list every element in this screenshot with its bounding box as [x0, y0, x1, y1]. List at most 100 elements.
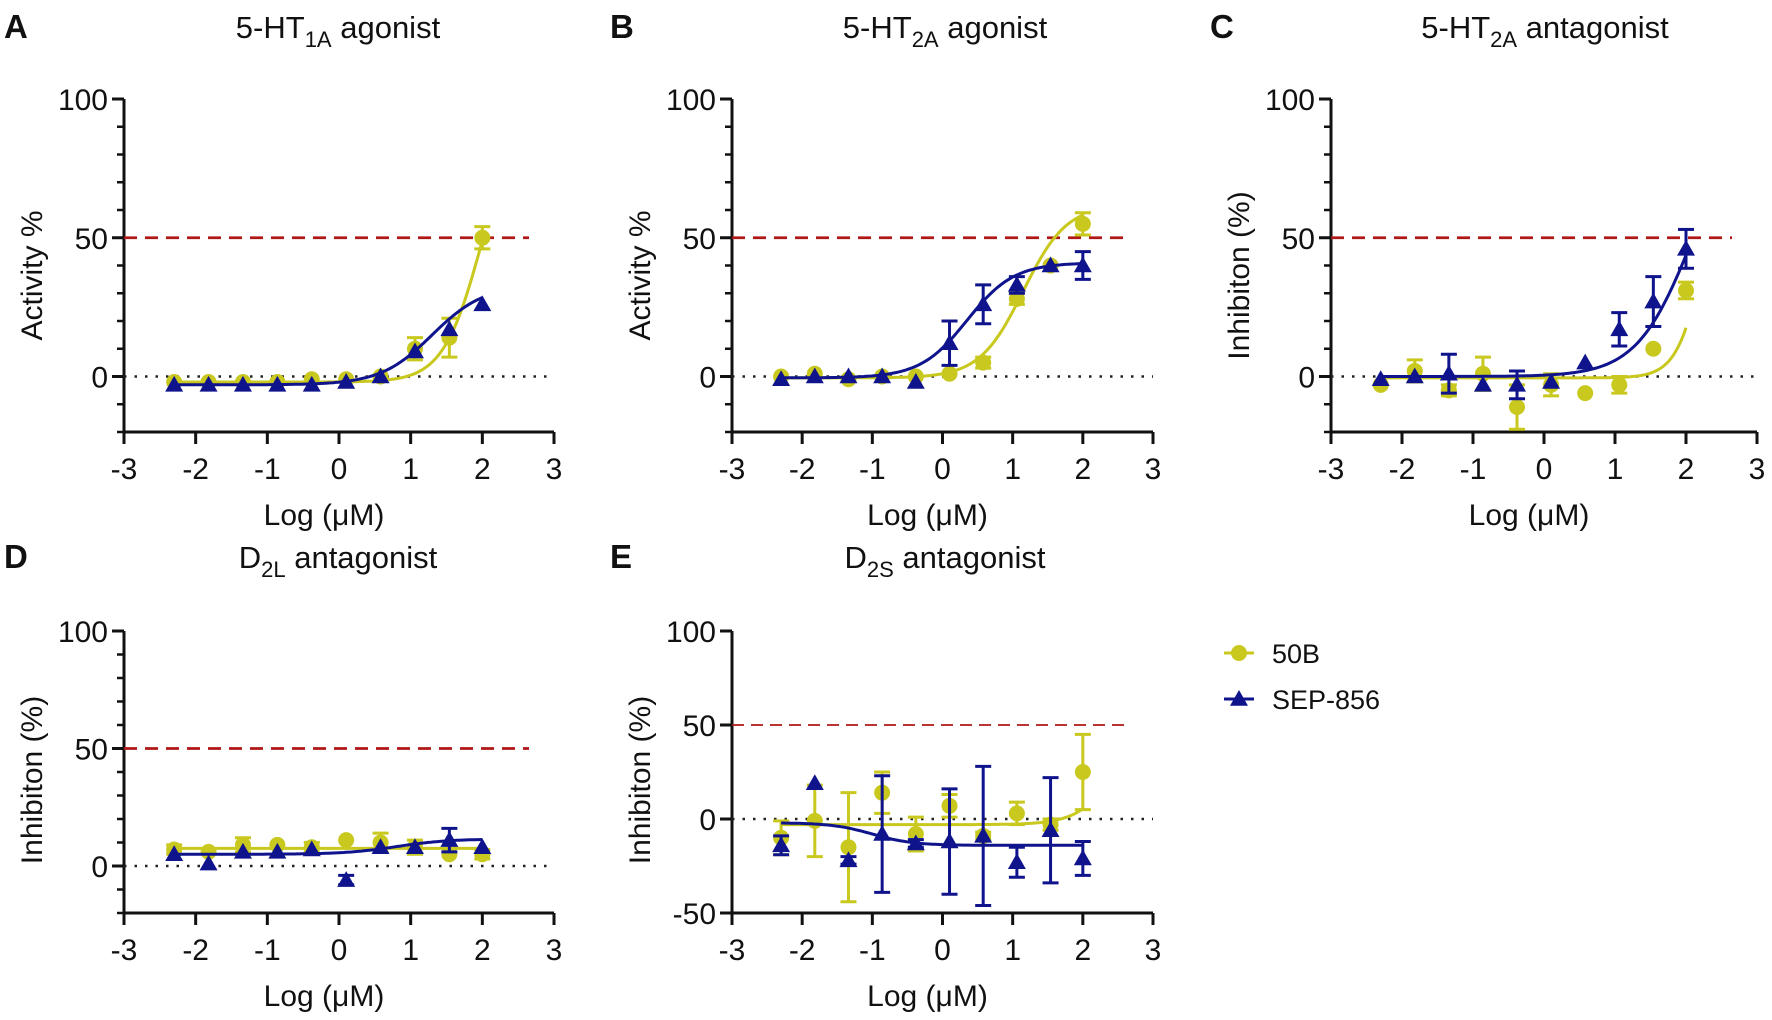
data-point [839, 851, 858, 868]
data-point [440, 320, 459, 337]
data-point [371, 838, 390, 854]
data-point [1611, 376, 1628, 393]
data-point [805, 367, 824, 384]
series-sep-856 [165, 826, 492, 887]
data-point [840, 839, 857, 856]
x-tick-label: 3 [1749, 453, 1766, 486]
title-subscript: 1A [305, 27, 332, 52]
x-axis-label: Log (μM) [867, 980, 988, 1013]
title-subscript: 2A [1490, 27, 1517, 52]
series-sep-856 [165, 295, 492, 392]
data-point [302, 375, 321, 392]
data-point [1577, 385, 1594, 402]
data-point [441, 846, 458, 863]
data-point [974, 826, 993, 843]
x-axis-label: Log (μM) [867, 499, 988, 532]
x-tick-label: -2 [1389, 453, 1416, 486]
data-point [1542, 373, 1561, 389]
y-tick-label: 100 [666, 84, 716, 117]
y-tick-label: 100 [58, 84, 108, 117]
legend-label: 50B [1272, 639, 1320, 669]
x-tick-label: -2 [789, 453, 816, 486]
series-50b [166, 225, 491, 391]
panel-letter: B [610, 8, 634, 45]
data-point [974, 295, 993, 312]
y-tick-label: 50 [683, 223, 716, 256]
title-main: D [239, 540, 261, 575]
title-main: 5-HT [1421, 10, 1490, 45]
x-tick-label: 3 [546, 453, 563, 486]
data-point [1371, 370, 1390, 387]
y-axis-label: Activity % [16, 210, 49, 340]
x-tick-label: 0 [331, 934, 348, 967]
title-rest: antagonist [894, 540, 1046, 575]
y-axis-label: Inhibiton (%) [624, 696, 657, 864]
data-point [873, 825, 892, 841]
data-point [1008, 290, 1025, 307]
data-point [1007, 853, 1026, 869]
title-rest: antagonist [286, 540, 438, 575]
data-point [199, 854, 218, 871]
data-point [1073, 849, 1092, 866]
fit-curve [781, 807, 1084, 827]
panel-a: A 5-HT1A agonist 0 50 100 -3 -2 -1 0 1 2 3 Log (μM) A… [4, 8, 562, 532]
y-tick-label: 50 [75, 223, 108, 256]
series-50b [1372, 280, 1694, 431]
series-sep-856 [772, 764, 1092, 907]
data-point [1439, 364, 1458, 381]
y-tick-label: 0 [699, 362, 716, 395]
data-point [473, 295, 492, 312]
x-tick-label: -2 [182, 934, 209, 967]
title-rest: agonist [332, 10, 441, 45]
data-point [772, 370, 791, 387]
data-point [1610, 320, 1629, 337]
y-tick-label: 100 [58, 616, 108, 649]
data-point [371, 367, 390, 384]
data-point [940, 334, 959, 350]
data-point [1008, 805, 1025, 822]
x-tick-label: -1 [859, 934, 886, 967]
panel-title: 5-HT2A antagonist [1421, 10, 1669, 52]
x-tick-label: 1 [1004, 453, 1021, 486]
fit-curve [174, 838, 483, 856]
y-tick-label: 50 [75, 734, 108, 767]
data-point [1509, 399, 1526, 416]
y-tick-label: 0 [1298, 362, 1315, 395]
data-point [268, 842, 287, 859]
data-point [1576, 353, 1595, 370]
legend-item-sep-856: SEP-856 [1224, 685, 1380, 715]
data-point [940, 832, 959, 849]
data-point [233, 375, 252, 392]
data-point [1007, 275, 1026, 292]
y-axis-label: Inhibiton (%) [1223, 191, 1256, 359]
x-tick-label: 3 [1145, 453, 1162, 486]
data-point [338, 832, 355, 849]
data-point [975, 354, 992, 371]
x-tick-label: -1 [859, 453, 886, 486]
data-point [839, 367, 858, 384]
data-point [405, 838, 424, 854]
data-point [805, 774, 824, 791]
y-tick-label: 0 [91, 362, 108, 395]
data-point [1508, 375, 1527, 392]
x-tick-label: 1 [402, 934, 419, 967]
panel-letter: E [610, 538, 632, 575]
data-point [337, 373, 356, 389]
data-point [941, 365, 958, 382]
y-tick-label: 100 [1265, 84, 1315, 117]
x-tick-label: -3 [719, 453, 746, 486]
title-rest: antagonist [1517, 10, 1669, 45]
legend-item-50b: 50B [1224, 639, 1320, 669]
data-point [233, 842, 252, 859]
data-point [337, 871, 356, 887]
x-tick-label: 2 [474, 453, 491, 486]
legend-label: SEP-856 [1272, 685, 1380, 715]
data-point [906, 373, 925, 389]
data-point [1678, 282, 1694, 299]
x-tick-label: -3 [111, 934, 138, 967]
x-tick-label: -3 [111, 453, 138, 486]
data-point [474, 229, 491, 246]
data-point [907, 826, 924, 843]
